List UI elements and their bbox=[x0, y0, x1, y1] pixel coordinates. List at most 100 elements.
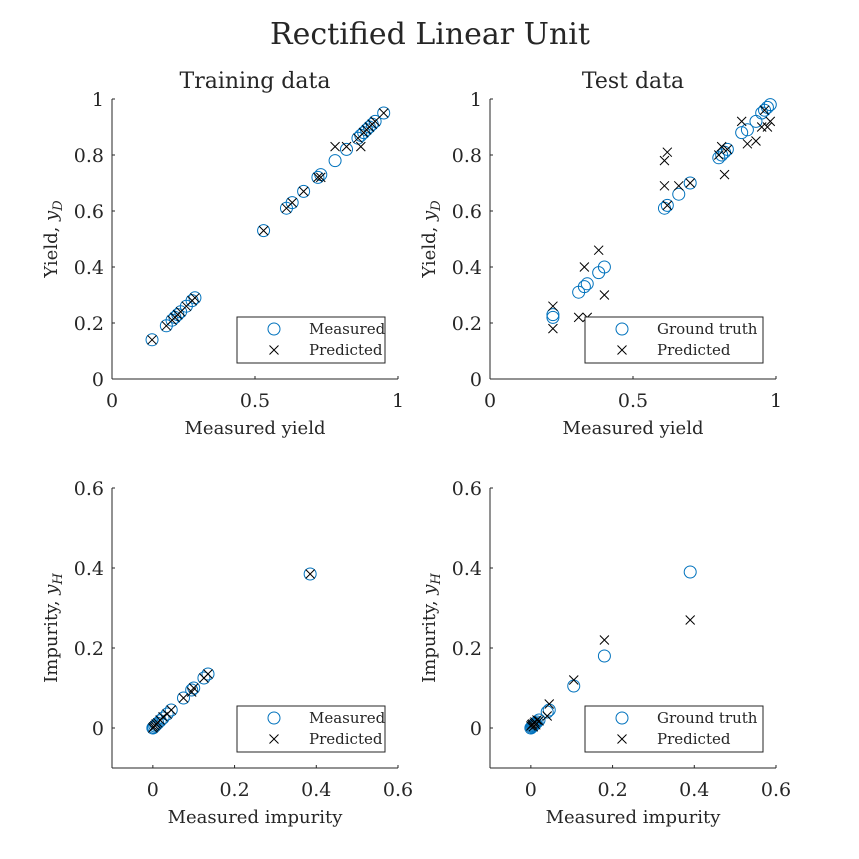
data-point-cross bbox=[370, 116, 380, 127]
series-crosses bbox=[526, 615, 696, 732]
data-point-circle bbox=[546, 310, 560, 324]
x-axis-label: Measured impurity bbox=[168, 807, 344, 828]
chart-panel-3: 0 0.2 0.4 0.6 0 0.2 0.4 0.6 Measured impurity Imp… bbox=[41, 478, 413, 828]
data-point-circle bbox=[580, 277, 594, 291]
data-point-cross bbox=[716, 141, 727, 152]
y-tick-label: 0.2 bbox=[74, 638, 104, 660]
y-tick-label: 0.8 bbox=[74, 145, 104, 167]
data-point-cross bbox=[762, 122, 773, 132]
legend: Measured Predicted bbox=[236, 705, 386, 753]
x-tick-label: 0.2 bbox=[597, 779, 627, 801]
data-point-circle bbox=[597, 260, 611, 274]
y-tick-label: 0.2 bbox=[452, 313, 482, 335]
data-point-circle bbox=[720, 142, 734, 156]
y-tick-label: 0.6 bbox=[452, 478, 482, 500]
data-point-cross bbox=[548, 323, 558, 334]
y-tick-label: 0.4 bbox=[452, 558, 482, 580]
data-point-cross bbox=[298, 186, 309, 197]
data-point-circle bbox=[577, 280, 591, 294]
y-tick-label: 0.6 bbox=[452, 201, 482, 223]
data-point-circle bbox=[527, 718, 541, 732]
data-point-cross bbox=[736, 116, 747, 127]
legend-entry-label: Predicted bbox=[309, 730, 383, 748]
data-point-cross bbox=[685, 615, 696, 625]
y-tick-label: 0.2 bbox=[452, 638, 482, 660]
legend-box bbox=[236, 705, 386, 753]
data-point-cross bbox=[287, 197, 298, 208]
legend-box bbox=[236, 316, 386, 364]
x-axis-label: Measured impurity bbox=[546, 807, 722, 828]
x-axis-label: Measured yield bbox=[184, 418, 325, 439]
y-tick-label: 0.6 bbox=[74, 201, 104, 223]
data-point-cross bbox=[542, 711, 553, 721]
data-point-cross bbox=[719, 169, 730, 180]
data-point-circle bbox=[197, 671, 211, 685]
x-tick-label: 0.5 bbox=[618, 390, 648, 412]
chart-panel-2: 0 0.5 1 0 0.2 0.4 0.6 0.8 1 Test data Measured yie… bbox=[419, 69, 782, 439]
data-point-circle bbox=[660, 198, 674, 212]
data-point-cross bbox=[532, 715, 542, 725]
y-tick-label: 0.6 bbox=[74, 478, 104, 500]
x-tick-label: 0 bbox=[106, 390, 118, 412]
legend-circle-marker bbox=[615, 711, 629, 725]
legend-cross-marker bbox=[269, 345, 279, 355]
y-tick-label: 1 bbox=[92, 89, 104, 111]
y-axis-label-text: Impurity, bbox=[419, 595, 440, 683]
data-point-circle bbox=[297, 184, 311, 198]
panel-title: Test data bbox=[582, 69, 684, 94]
legend-box bbox=[584, 705, 764, 753]
x-tick-label: 0.5 bbox=[240, 390, 270, 412]
y-axis-label: Impurity, yH bbox=[419, 573, 444, 683]
data-point-circle bbox=[328, 154, 342, 168]
legend-entry-label: Measured bbox=[309, 320, 386, 338]
data-point-cross bbox=[599, 635, 610, 645]
data-point-circle bbox=[177, 691, 190, 705]
data-point-cross bbox=[673, 180, 684, 191]
legend: Ground truth Predicted bbox=[584, 705, 764, 753]
data-point-cross bbox=[659, 155, 670, 166]
series-circles bbox=[546, 98, 777, 324]
x-tick-label: 0 bbox=[484, 390, 496, 412]
legend-circle-marker bbox=[267, 711, 281, 725]
data-point-circle bbox=[311, 170, 325, 184]
chart-panel-4: 0 0.2 0.4 0.6 0 0.2 0.4 0.6 Measured impurity Imp… bbox=[419, 478, 791, 828]
data-point-cross bbox=[722, 144, 733, 155]
series-crosses bbox=[147, 108, 389, 345]
data-point-cross bbox=[330, 141, 340, 152]
data-point-cross bbox=[568, 675, 579, 685]
x-tick-label: 0 bbox=[147, 779, 159, 801]
data-point-cross bbox=[544, 699, 555, 709]
y-axis-label-subscript: D bbox=[429, 200, 444, 212]
data-point-cross bbox=[742, 138, 753, 149]
data-point-cross bbox=[662, 200, 673, 211]
y-tick-label: 0.8 bbox=[452, 145, 482, 167]
data-point-circle bbox=[735, 126, 749, 140]
data-point-cross bbox=[599, 290, 610, 300]
data-point-cross bbox=[378, 108, 389, 118]
x-tick-label: 0.4 bbox=[301, 779, 331, 801]
data-point-circle bbox=[164, 703, 178, 717]
data-point-cross bbox=[659, 180, 670, 191]
y-axis-label-variable: y bbox=[419, 584, 440, 596]
data-point-cross bbox=[573, 312, 584, 323]
data-point-cross bbox=[662, 147, 673, 158]
data-point-cross bbox=[190, 292, 200, 303]
data-point-circle bbox=[257, 224, 271, 238]
y-axis-label-subscript: H bbox=[51, 573, 66, 586]
legend-entry-label: Measured bbox=[309, 709, 386, 727]
data-point-cross bbox=[313, 172, 323, 183]
data-point-circle bbox=[377, 106, 391, 120]
data-point-circle bbox=[285, 196, 299, 210]
data-point-cross bbox=[579, 262, 590, 272]
legend-cross-marker bbox=[617, 345, 627, 355]
y-axis-label: Yield, yD bbox=[41, 200, 66, 279]
data-point-cross bbox=[178, 693, 189, 703]
y-tick-label: 0 bbox=[92, 369, 104, 391]
data-point-circle bbox=[146, 721, 160, 735]
data-point-cross bbox=[759, 105, 770, 116]
legend: Measured Predicted bbox=[236, 316, 386, 364]
panel-title: Training data bbox=[180, 69, 331, 94]
x-tick-label: 0.4 bbox=[679, 779, 709, 801]
x-tick-label: 1 bbox=[392, 390, 404, 412]
